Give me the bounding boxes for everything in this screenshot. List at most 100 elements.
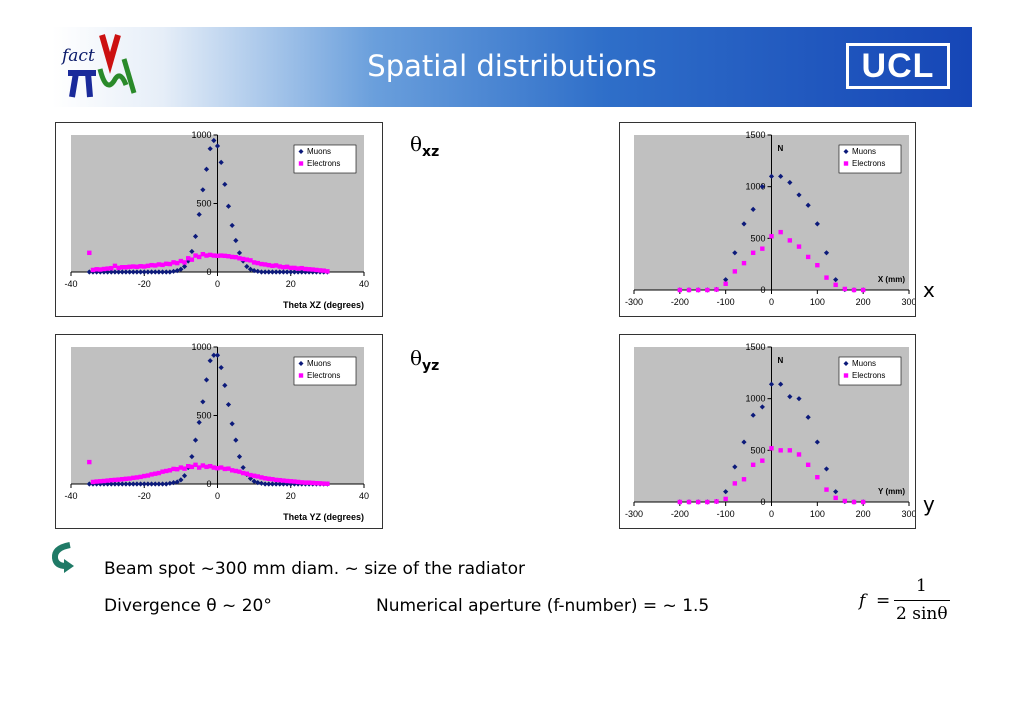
data-point — [178, 258, 184, 264]
data-point — [266, 262, 271, 268]
header-banner: fact Spatial distributions UCL — [52, 27, 972, 107]
data-point — [277, 477, 282, 483]
data-point — [214, 352, 221, 358]
data-point — [167, 480, 173, 486]
legend-label: Electrons — [307, 371, 340, 380]
data-point — [787, 448, 793, 453]
y-tick-label: 0 — [760, 497, 765, 507]
chart-svg: -40 -20 0 20 40 0 500 1000 Theta XZ (degrees) Muo… — [64, 130, 369, 310]
data-point — [805, 414, 811, 420]
data-point — [851, 287, 857, 293]
data-point — [123, 265, 129, 270]
data-point — [292, 479, 297, 484]
data-point — [686, 499, 692, 505]
data-point — [149, 472, 154, 477]
data-point — [200, 463, 206, 468]
data-point — [291, 269, 298, 275]
y-tick-label: 1000 — [745, 182, 765, 192]
data-point — [119, 269, 125, 275]
data-point — [131, 264, 136, 269]
data-point — [303, 480, 308, 485]
data-point — [723, 281, 728, 286]
data-point — [796, 244, 802, 249]
data-point — [156, 470, 162, 476]
data-point — [145, 263, 151, 269]
data-point — [203, 166, 210, 172]
data-point — [171, 466, 176, 472]
data-point — [760, 246, 765, 251]
formula-eq: = — [876, 591, 891, 611]
data-point — [741, 439, 747, 445]
data-point — [280, 269, 287, 275]
data-point — [277, 264, 282, 269]
data-point — [87, 459, 92, 465]
data-point — [741, 221, 747, 227]
chart-svg: -300 -200 -100 0 100 200 300 0 500 1000 1500 Y (mm)… — [625, 342, 915, 519]
data-point — [127, 264, 132, 269]
legend-marker — [843, 161, 849, 166]
data-point — [134, 475, 140, 480]
data-point — [148, 269, 155, 275]
data-point — [281, 265, 286, 270]
y-tick-label: 500 — [196, 411, 211, 421]
data-point — [695, 499, 701, 505]
data-point — [112, 263, 118, 269]
data-point — [281, 478, 286, 483]
data-point — [255, 474, 260, 479]
x-tick-label: 300 — [901, 297, 915, 307]
data-point — [196, 465, 202, 470]
data-point — [112, 269, 118, 275]
data-point — [193, 253, 198, 258]
data-point — [120, 477, 125, 482]
series-electrons — [87, 459, 330, 486]
data-point — [98, 267, 103, 272]
factory-logo-icon: fact — [60, 34, 137, 98]
data-point — [153, 263, 158, 268]
x-tick-label: 100 — [810, 297, 825, 307]
data-point — [222, 466, 228, 472]
data-point — [259, 475, 264, 480]
data-point — [686, 287, 692, 293]
x-tick-label: -300 — [625, 509, 643, 519]
aperture-text: Numerical aperture (f-number) = ~ 1.5 — [376, 596, 710, 616]
data-point — [130, 481, 136, 487]
y-axis-label: N — [778, 144, 784, 153]
data-point — [248, 472, 253, 478]
curved-arrow-icon — [51, 542, 74, 573]
data-point — [805, 254, 811, 260]
x-axis-label: X (mm) — [878, 275, 905, 284]
label-theta-yz: θyz — [410, 346, 440, 374]
data-point — [94, 479, 99, 484]
data-point — [851, 499, 857, 505]
data-point — [815, 475, 820, 480]
data-point — [732, 269, 738, 274]
data-point — [677, 499, 683, 505]
data-point — [159, 481, 166, 487]
data-point — [251, 260, 257, 265]
data-point — [229, 468, 235, 473]
data-point — [164, 261, 169, 266]
data-point — [120, 265, 125, 270]
series-electrons — [677, 446, 866, 505]
x-axis-label: Y (mm) — [878, 487, 905, 496]
data-point — [164, 468, 169, 474]
data-point — [824, 487, 829, 492]
formula-den: 2 sinθ — [896, 604, 948, 624]
legend: Muons Electrons — [838, 144, 902, 174]
data-point — [152, 269, 158, 275]
data-point — [167, 269, 173, 275]
data-point — [141, 269, 147, 275]
data-point — [98, 479, 103, 484]
data-point — [141, 481, 147, 487]
data-point — [222, 253, 228, 259]
data-point — [200, 187, 206, 193]
y-tick-label: 500 — [750, 233, 765, 243]
data-point — [233, 237, 239, 244]
data-point — [189, 464, 195, 470]
data-point — [163, 269, 169, 275]
data-point — [273, 269, 279, 275]
formula-lhs: f — [859, 591, 866, 611]
data-point — [815, 263, 820, 268]
y-tick-label: 1500 — [745, 130, 765, 140]
x-tick-label: 300 — [901, 509, 915, 519]
